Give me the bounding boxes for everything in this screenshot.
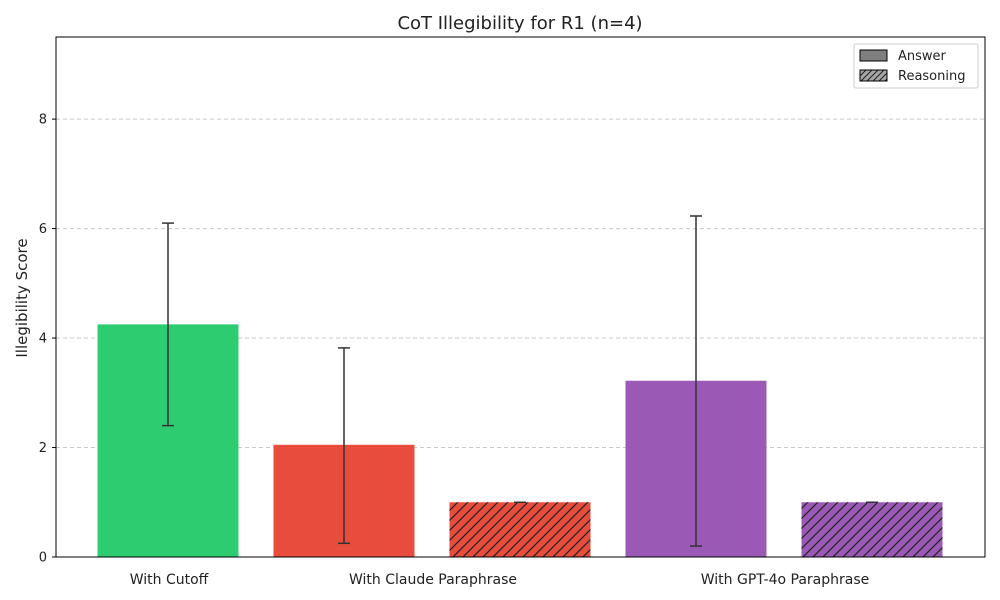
- bars-group: [97, 324, 943, 557]
- y-tick-label: 8: [39, 113, 47, 128]
- legend-label-reasoning: Reasoning: [898, 69, 965, 84]
- plot-frame: [55, 36, 986, 558]
- legend-swatch-reasoning: [859, 69, 888, 82]
- y-axis-ticks: 0 2 4 6 8: [39, 113, 56, 566]
- y-tick-label: 4: [39, 332, 47, 347]
- chart-title: CoT Illegibility for R1 (n=4): [397, 13, 642, 34]
- error-bars-group: [162, 215, 878, 547]
- y-axis-label: Illegibility Score: [13, 238, 31, 357]
- x-category-label: With GPT-4o Paraphrase: [701, 572, 870, 588]
- x-axis-labels: With Cutoff With Claude Paraphrase With GP…: [130, 572, 870, 588]
- bar-hatch: [801, 502, 943, 557]
- x-category-label: With Claude Paraphrase: [349, 572, 517, 588]
- x-category-label: With Cutoff: [130, 572, 209, 588]
- y-tick-label: 6: [39, 222, 47, 237]
- y-tick-label: 2: [39, 441, 47, 456]
- legend-label-answer: Answer: [898, 49, 947, 64]
- bar-hatch: [449, 502, 591, 557]
- legend-swatch-answer: [859, 49, 888, 62]
- legend: Answer Reasoning: [853, 43, 979, 89]
- y-tick-label: 0: [39, 551, 47, 566]
